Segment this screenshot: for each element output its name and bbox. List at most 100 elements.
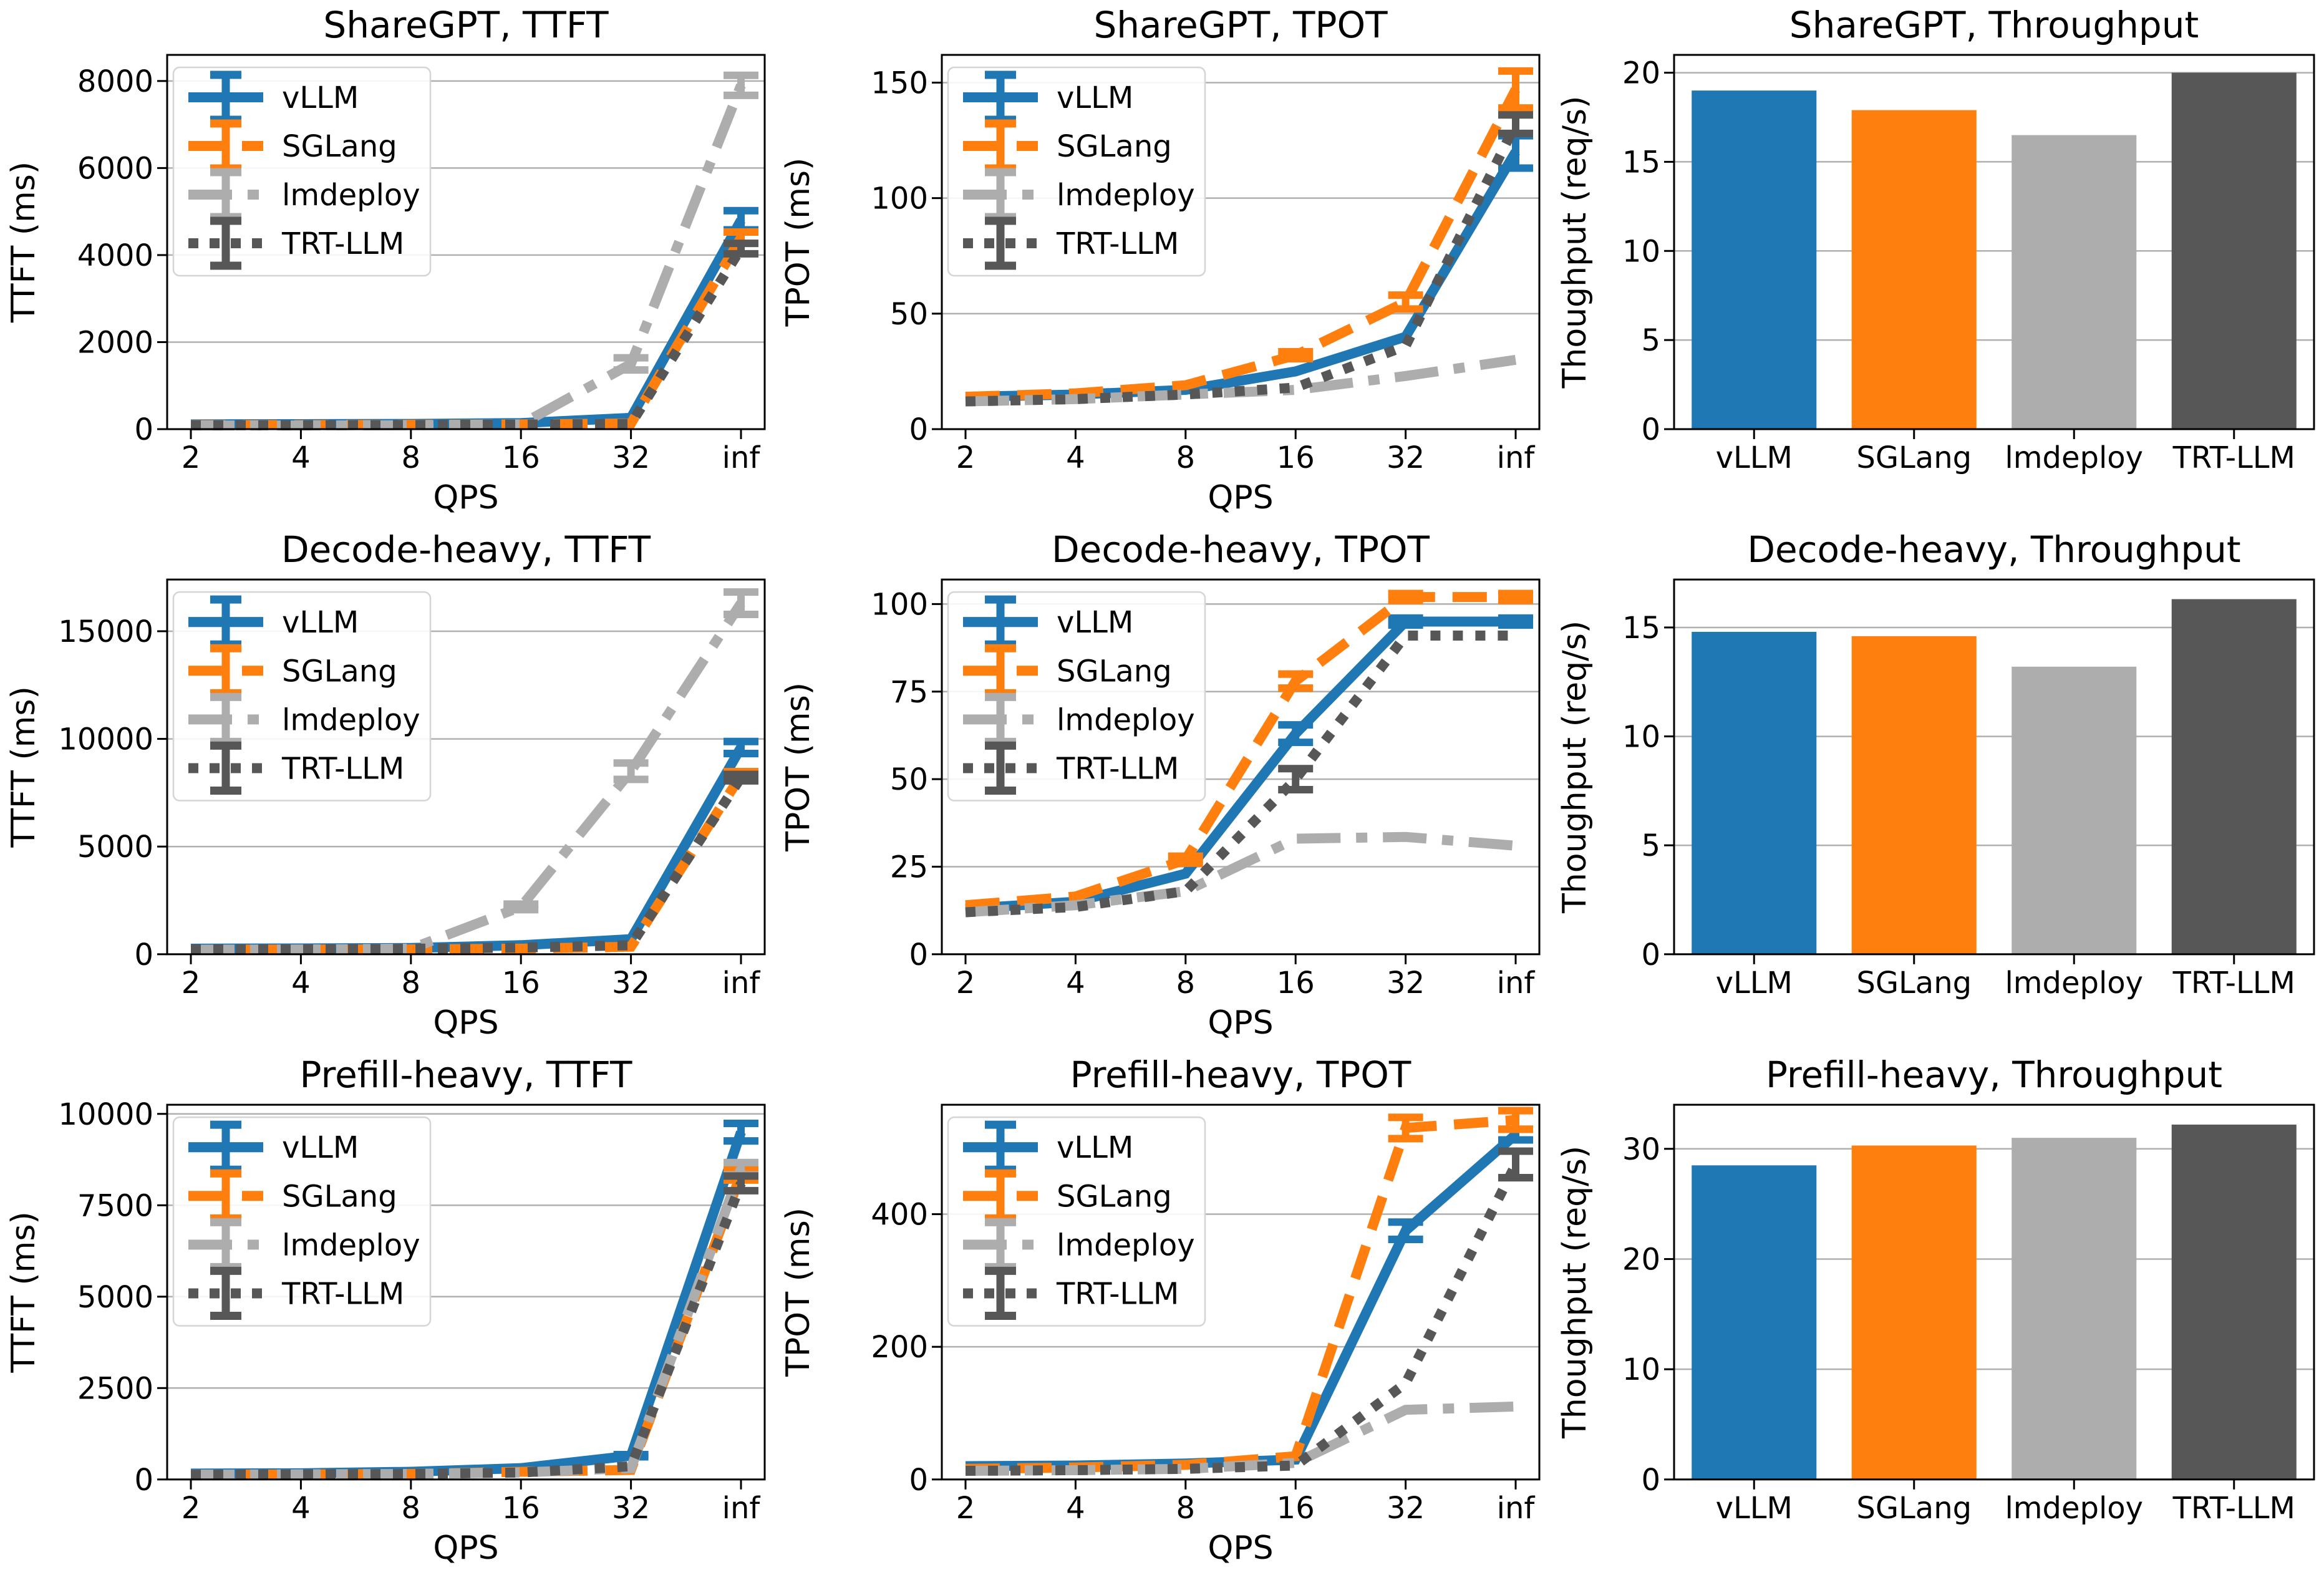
x-tick-label: 2 <box>182 966 201 1001</box>
x-tick-label: 32 <box>1387 966 1425 1001</box>
x-tick-label: 16 <box>502 966 540 1001</box>
x-tick-label: lmdeploy <box>2005 966 2143 1001</box>
chart-decode-heavy-ttft: 2 4 8 16 32 inf QPS 0 5000 10000 15000 TTFT (ms) Dec… <box>0 525 775 1050</box>
bar-TRT-LLM <box>2171 72 2297 430</box>
legend-label-vllm: vLLM <box>282 80 359 115</box>
legend-label-lmdeploy: lmdeploy <box>1057 1228 1195 1262</box>
x-tick-label: vLLM <box>1716 966 1793 1001</box>
bar-lmdeploy <box>2012 135 2137 430</box>
chart-title: Decode-heavy, TPOT <box>1052 528 1430 571</box>
chart-sharegpt-ttft: 2 4 8 16 32 inf QPS 0 2000 4000 6000 8000 TTFT (ms) S… <box>0 0 775 525</box>
chart-title: ShareGPT, TTFT <box>323 4 609 46</box>
plot-border <box>166 54 766 430</box>
y-tick-label: 5 <box>1641 828 1660 863</box>
bar-lmdeploy <box>2012 1138 2137 1480</box>
y-axis-label: TPOT (ms) <box>780 682 817 852</box>
x-tick-label: 4 <box>291 1491 311 1526</box>
x-tick-label: 32 <box>612 1491 650 1526</box>
series-line-trt-llm <box>191 246 745 430</box>
legend-label-lmdeploy: lmdeploy <box>282 702 420 737</box>
legend-label-vllm: vLLM <box>282 1130 359 1165</box>
legend-label-lmdeploy: lmdeploy <box>1057 702 1195 737</box>
legend-label-trt-llm: TRT-LLM <box>281 1276 404 1311</box>
x-tick-label: vLLM <box>1716 1491 1793 1526</box>
chart-sharegpt-tpot: 2 4 8 16 32 inf QPS 0 50 100 150 TPOT (ms) ShareGPT,… <box>775 0 1549 525</box>
chart-decode-heavy-throughput: vLLM SGLang lmdeploy TRT-LLM 0 5 10 15 Thoughput… <box>1549 525 2324 1050</box>
y-tick-label: 15 <box>1622 145 1660 180</box>
y-tick-label: 0 <box>134 1463 153 1498</box>
x-tick-label: TRT-LLM <box>2172 440 2295 475</box>
legend-label-sglang: SGLang <box>282 129 397 164</box>
y-tick-label: 6000 <box>77 151 153 186</box>
y-tick-label: 0 <box>1641 412 1660 447</box>
chart-svg-decode-heavy-ttft: 2 4 8 16 32 inf QPS 0 5000 10000 15000 TTFT (ms) Dec… <box>5 528 766 1042</box>
legend-label-trt-llm: TRT-LLM <box>281 751 404 786</box>
y-tick-label: 75 <box>890 675 928 710</box>
chart-prefill-heavy-ttft: 2 4 8 16 32 inf QPS 0 2500 5000 7500 10000 TTFT (ms)… <box>0 1050 775 1575</box>
x-tick-label: vLLM <box>1716 440 1793 475</box>
x-tick-label: 8 <box>1176 1491 1196 1526</box>
x-tick-label: 8 <box>402 966 421 1001</box>
x-tick-label: SGLang <box>1856 1491 1972 1526</box>
plot-border <box>166 578 766 956</box>
series-line-sglang <box>965 87 1521 402</box>
legend-label-trt-llm: TRT-LLM <box>281 226 404 261</box>
chart-svg-prefill-heavy-ttft: 2 4 8 16 32 inf QPS 0 2500 5000 7500 10000 TTFT (ms)… <box>5 1054 766 1567</box>
y-tick-label: 5 <box>1641 323 1660 358</box>
x-tick-label: TRT-LLM <box>2172 1491 2295 1526</box>
y-tick-label: 0 <box>909 1463 928 1498</box>
y-tick-label: 2500 <box>77 1371 153 1406</box>
y-tick-label: 4000 <box>77 238 153 273</box>
x-tick-label: 8 <box>402 1491 421 1526</box>
x-tick-label: 4 <box>291 966 311 1001</box>
x-tick-label: inf <box>1497 440 1536 475</box>
y-tick-label: 0 <box>1641 938 1660 972</box>
x-tick-label: inf <box>722 966 761 1001</box>
x-tick-label: 8 <box>1176 440 1196 475</box>
legend-label-sglang: SGLang <box>1057 654 1172 689</box>
y-tick-label: 5000 <box>77 1280 153 1315</box>
y-axis-label: TPOT (ms) <box>780 1208 817 1377</box>
plot-border <box>166 1103 766 1481</box>
y-tick-label: 150 <box>871 65 928 100</box>
y-tick-label: 25 <box>890 850 928 884</box>
legend-label-sglang: SGLang <box>1057 129 1172 164</box>
x-tick-label: 2 <box>956 1491 976 1526</box>
y-tick-label: 2000 <box>77 325 153 360</box>
y-tick-label: 10 <box>1622 720 1660 755</box>
plot-border <box>941 54 1541 430</box>
y-tick-label: 100 <box>871 182 928 216</box>
plot-border <box>1673 1103 2315 1481</box>
x-tick-label: 4 <box>291 440 311 475</box>
y-axis-label: TTFT (ms) <box>5 162 42 323</box>
chart-svg-sharegpt-tpot: 2 4 8 16 32 inf QPS 0 50 100 150 TPOT (ms) ShareGPT,… <box>780 4 1541 516</box>
chart-title: Prefill-heavy, TTFT <box>300 1054 632 1096</box>
x-tick-label: lmdeploy <box>2005 1491 2143 1526</box>
y-tick-label: 100 <box>871 587 928 622</box>
series-line-trt-llm <box>965 630 1516 918</box>
y-tick-label: 5000 <box>77 830 153 865</box>
legend-label-trt-llm: TRT-LLM <box>1056 751 1179 786</box>
series-line-trt-llm <box>965 1162 1521 1476</box>
x-tick-label: 16 <box>502 1491 540 1526</box>
x-tick-label: 16 <box>1277 440 1315 475</box>
plot-border <box>941 1103 1541 1481</box>
chart-svg-decode-heavy-tpot: 2 4 8 16 32 inf QPS 0 25 50 75 100 TPOT (ms) Decode-h… <box>780 528 1541 1042</box>
x-tick-label: TRT-LLM <box>2172 966 2295 1001</box>
x-tick-label: inf <box>1497 966 1536 1001</box>
x-tick-label: 32 <box>612 966 650 1001</box>
legend-label-vllm: vLLM <box>1057 80 1133 115</box>
x-tick-label: lmdeploy <box>2005 440 2143 475</box>
y-tick-label: 15000 <box>58 614 153 649</box>
y-tick-label: 8000 <box>77 64 153 99</box>
bar-vLLM <box>1692 631 1817 954</box>
y-tick-label: 0 <box>134 412 153 447</box>
legend-label-lmdeploy: lmdeploy <box>282 178 420 213</box>
x-tick-label: 16 <box>1277 1491 1315 1526</box>
series-line-sglang <box>965 592 1516 911</box>
legend-label-sglang: SGLang <box>282 1179 397 1214</box>
chart-title: Prefill-heavy, TPOT <box>1070 1054 1411 1096</box>
y-tick-label: 10 <box>1622 234 1660 269</box>
y-axis-label: Thoughput (req/s) <box>1556 96 1594 389</box>
x-tick-label: 32 <box>612 440 650 475</box>
